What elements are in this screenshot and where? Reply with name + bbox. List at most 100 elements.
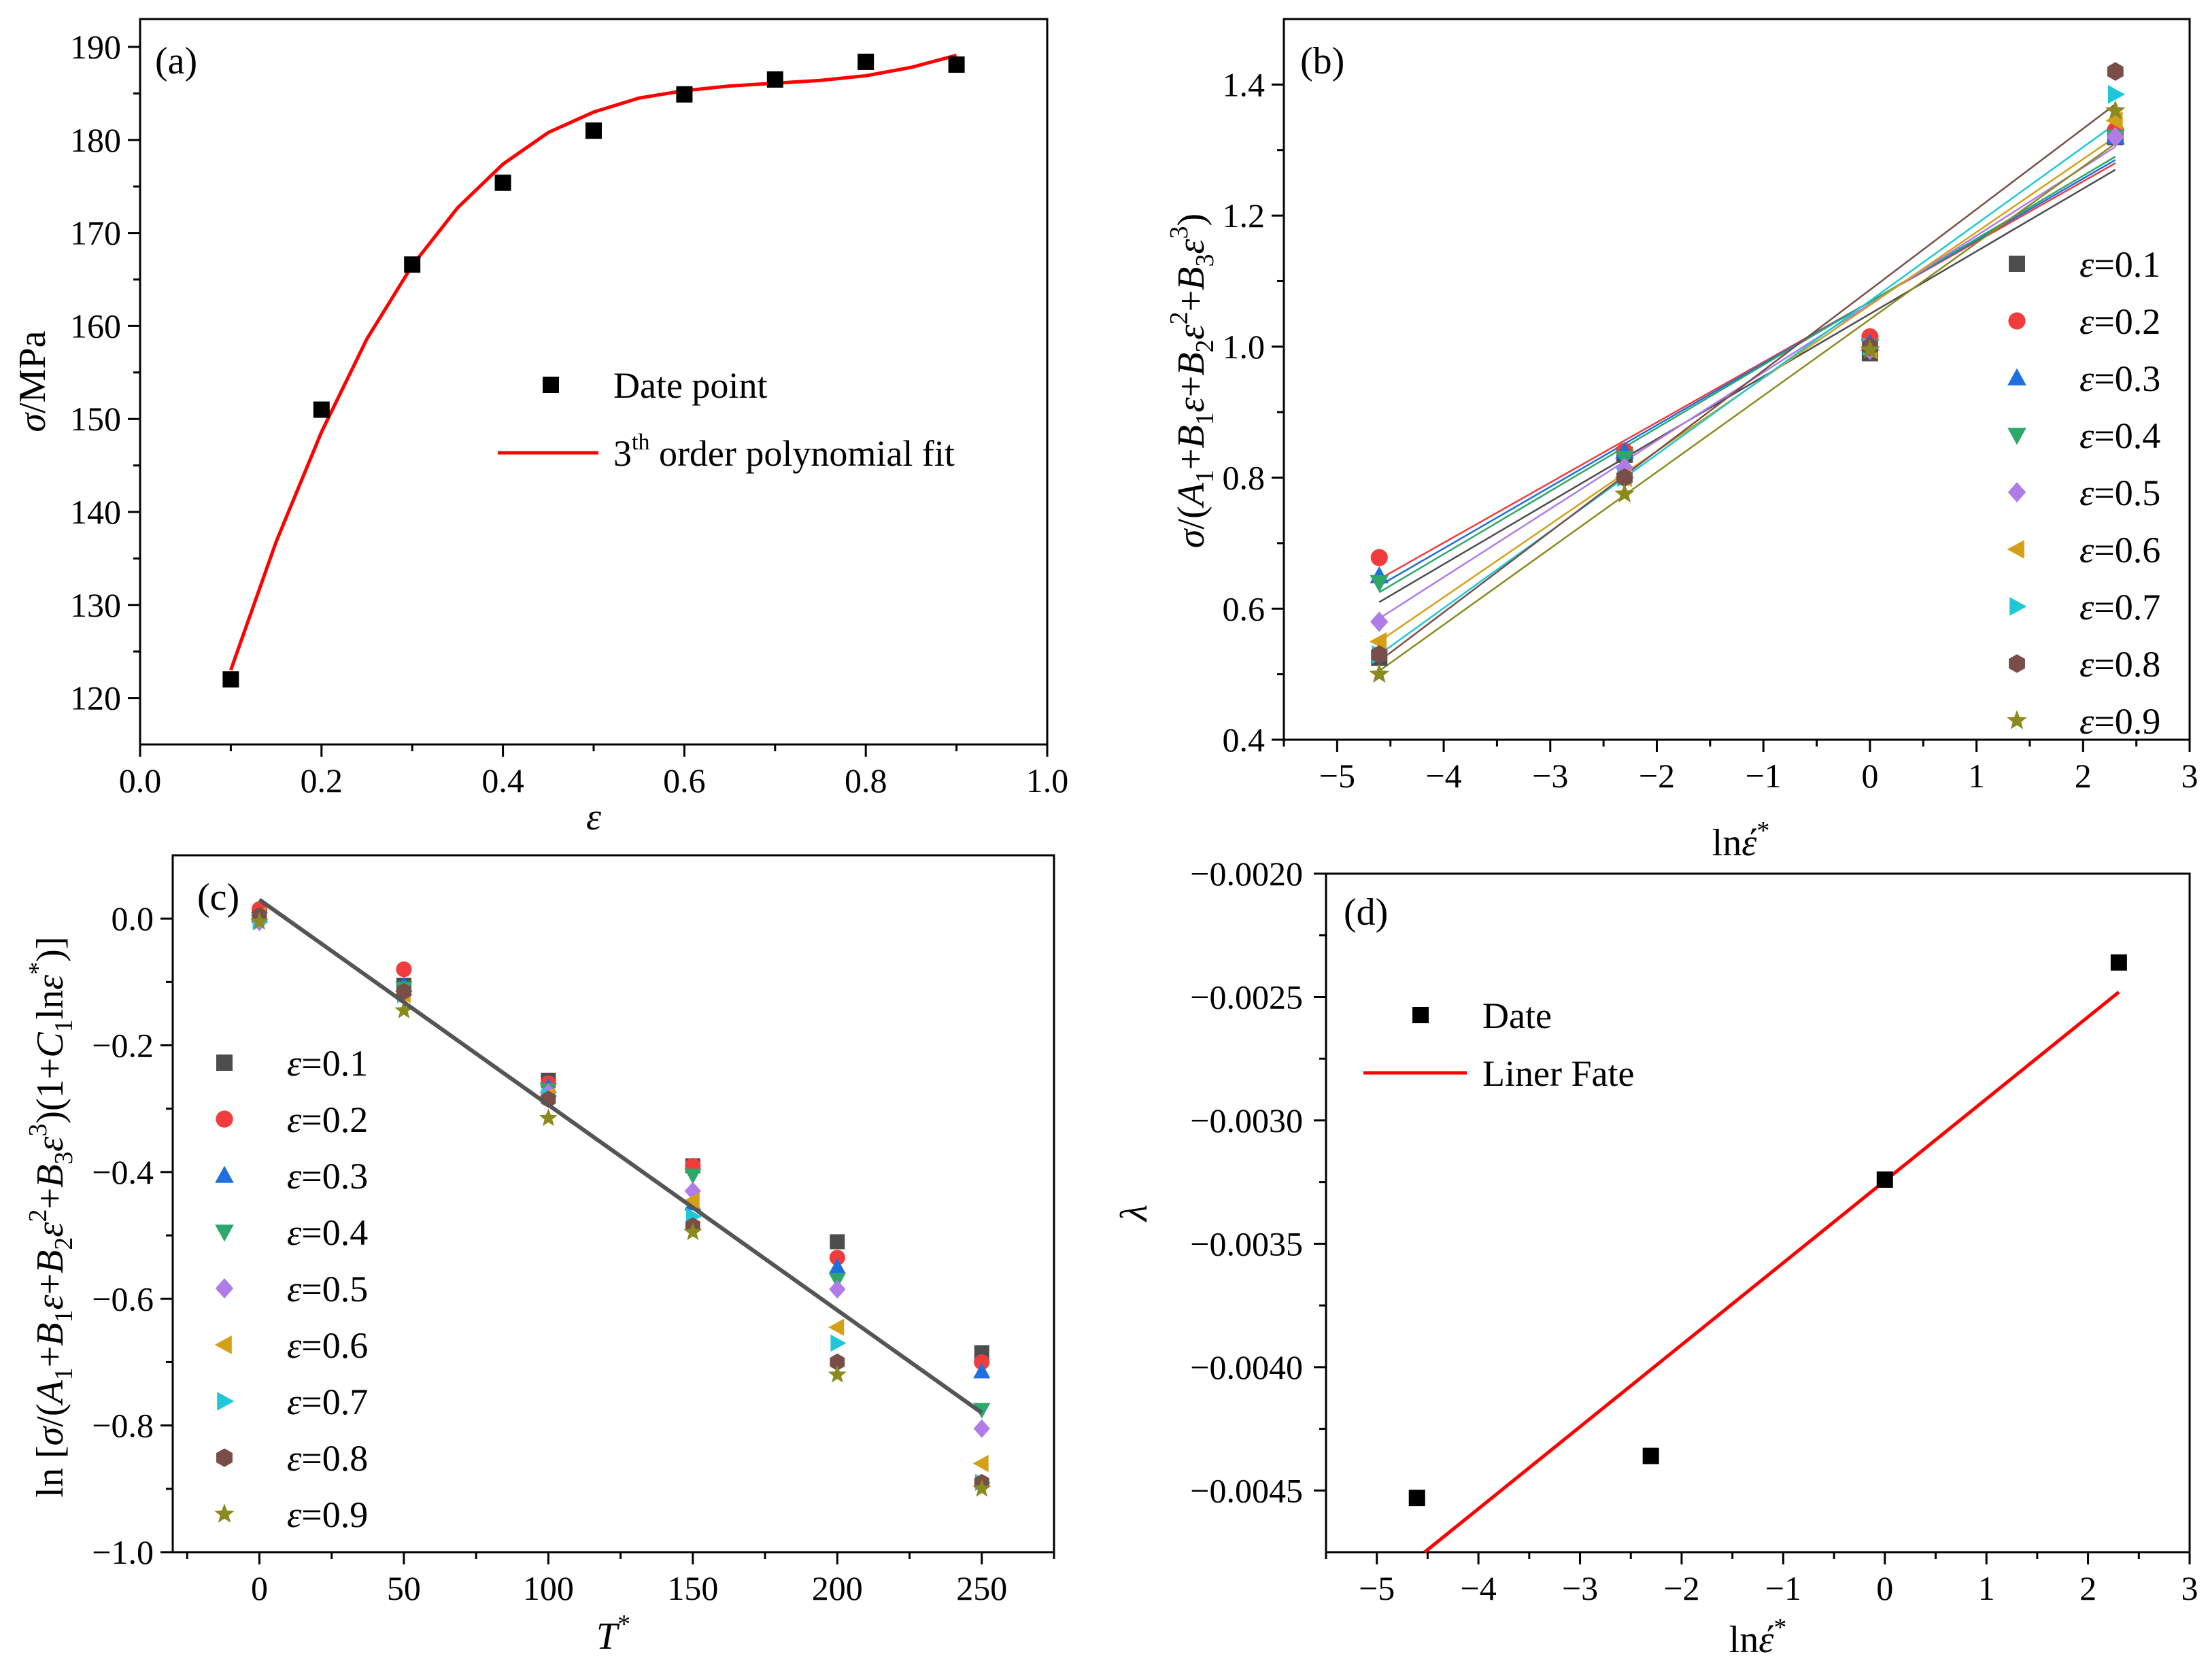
data-point — [2106, 126, 2124, 148]
legend-label: ε=0.4 — [2079, 415, 2160, 456]
legend-marker — [215, 1165, 234, 1183]
panel-d-xtick-label: −3 — [1562, 1569, 1598, 1607]
data-point — [830, 1334, 847, 1352]
panel-a-ytick-label: 170 — [70, 214, 121, 252]
x-axis-label: T* — [596, 1610, 630, 1658]
panel-b-xtick-label: −5 — [1319, 757, 1355, 795]
data-point — [404, 256, 421, 273]
data-point — [1614, 483, 1635, 503]
panel-d-ytick-label: −0.0035 — [1190, 1224, 1303, 1263]
data-point — [1615, 458, 1634, 479]
y-axis-label: λ — [1113, 1205, 1155, 1222]
panel-d-xtick-label: −4 — [1461, 1569, 1497, 1607]
data-point — [973, 1362, 991, 1379]
data-point — [585, 122, 602, 139]
data-point — [494, 174, 511, 191]
legend-marker — [1412, 1007, 1429, 1023]
legend-marker — [216, 1448, 233, 1467]
panel-a-xtick-label: 0.6 — [663, 761, 706, 800]
data-point — [828, 1318, 845, 1336]
panel-b-ytick-label: 0.4 — [1223, 721, 1266, 759]
panel-d-ytick-label: −0.0025 — [1190, 978, 1303, 1016]
panel-d-ytick-label: −0.0045 — [1190, 1471, 1303, 1509]
fit-line — [1378, 159, 2116, 587]
panel-label: (a) — [155, 40, 197, 82]
data-point — [972, 1454, 989, 1473]
panel-b-xtick-label: 1 — [1968, 757, 1985, 795]
panel-c-ytick-label: −0.4 — [92, 1153, 154, 1191]
panel-d-xtick-label: 2 — [2079, 1569, 2096, 1607]
data-point — [1369, 632, 1387, 651]
panel-c-xtick-label: 0 — [251, 1569, 268, 1607]
panel-b-ytick-label: 1.4 — [1223, 65, 1266, 103]
data-point — [396, 961, 412, 978]
panel-a-xtick-label: 0.4 — [481, 761, 524, 800]
legend-label: ε=0.8 — [287, 1438, 368, 1479]
legend-label: 3th order polynomial fit — [613, 430, 955, 474]
fit-line — [1423, 991, 2120, 1554]
fit-line — [1378, 162, 2116, 580]
data-point — [1370, 611, 1389, 632]
legend-marker — [2008, 312, 2026, 330]
legend-marker — [215, 1224, 234, 1242]
panel-d-xtick-label: 0 — [1876, 1569, 1893, 1607]
panel-d-ytick-label: −0.0020 — [1190, 855, 1303, 893]
legend-label: Date point — [613, 365, 767, 406]
panel-label: (d) — [1344, 891, 1388, 933]
legend-marker — [2009, 654, 2025, 673]
fit-line — [1378, 156, 2116, 594]
panel-a-ytick-label: 150 — [70, 400, 121, 438]
panel-c-ytick-label: −0.2 — [92, 1027, 154, 1065]
panel-a-ytick-label: 160 — [70, 307, 121, 345]
data-point — [766, 71, 783, 88]
panel-b-ytick-label: 1.0 — [1223, 328, 1266, 366]
panel-d-xtick-label: −5 — [1359, 1569, 1395, 1607]
panel-d-xtick-label: 1 — [1978, 1569, 1995, 1607]
panel-c-xtick-label: 100 — [523, 1569, 574, 1607]
data-point — [828, 1258, 846, 1274]
panel-c-ytick-label: −0.6 — [92, 1280, 154, 1318]
data-point — [973, 1419, 990, 1439]
data-point — [857, 53, 874, 70]
data-point — [396, 982, 411, 1000]
data-point — [974, 1354, 990, 1371]
y-axis-label: σ/(A1+B1ε+B2ε2+B3ε3) — [1165, 213, 1219, 548]
panel-b-frame — [1283, 18, 2191, 741]
legend-label: ε=0.7 — [2079, 587, 2160, 628]
legend-marker — [2007, 710, 2027, 730]
panel-a-xtick-label: 1.0 — [1026, 761, 1069, 800]
panel-b-xtick-label: −2 — [1639, 757, 1675, 795]
legend-label: ε=0.3 — [2079, 358, 2160, 399]
y-axis-label: ln [σ/(A1+B1ε+B2ε2+B3ε3)(1+C1lnε*)] — [24, 936, 78, 1497]
legend-label: ε=0.2 — [2079, 301, 2160, 342]
legend-label: ε=0.9 — [2079, 701, 2160, 742]
data-point — [250, 912, 269, 930]
panel-b-ytick-label: 0.8 — [1223, 459, 1266, 497]
panel-c-frame — [171, 854, 1055, 1554]
panel-d: −5 −4 −3 −2 −1 0 1 2 3 −0.0020 −0.0025 −0.0030 −0.00… — [1113, 855, 2198, 1661]
panel-b-xtick-label: 3 — [2181, 757, 2198, 795]
data-point — [829, 1250, 845, 1266]
legend-label: ε=0.1 — [2079, 244, 2160, 285]
data-point — [676, 86, 693, 103]
fit-line — [1378, 123, 2116, 655]
data-point — [1860, 339, 1880, 359]
legend-marker — [217, 1392, 235, 1411]
legend-label: Liner Fate — [1482, 1053, 1634, 1094]
legend-marker — [214, 1503, 235, 1523]
panel-c-ytick-label: 0.0 — [112, 899, 154, 938]
panel-c-xtick-label: 150 — [667, 1569, 718, 1607]
panel-d-ytick-label: −0.0030 — [1190, 1101, 1303, 1139]
x-axis-label: lnέ* — [1712, 817, 1770, 864]
panel-a-ytick-label: 190 — [70, 28, 121, 66]
data-point — [683, 1222, 702, 1241]
data-point — [1370, 549, 1388, 566]
legend-label: ε=0.9 — [287, 1494, 368, 1535]
x-axis-label: ε — [586, 796, 602, 838]
legend-label: ε=0.7 — [287, 1382, 368, 1422]
panel-b-ytick-label: 0.6 — [1223, 589, 1266, 628]
panel-d-frame — [1325, 872, 2191, 1554]
data-point — [830, 1353, 845, 1371]
data-point — [2105, 100, 2126, 120]
